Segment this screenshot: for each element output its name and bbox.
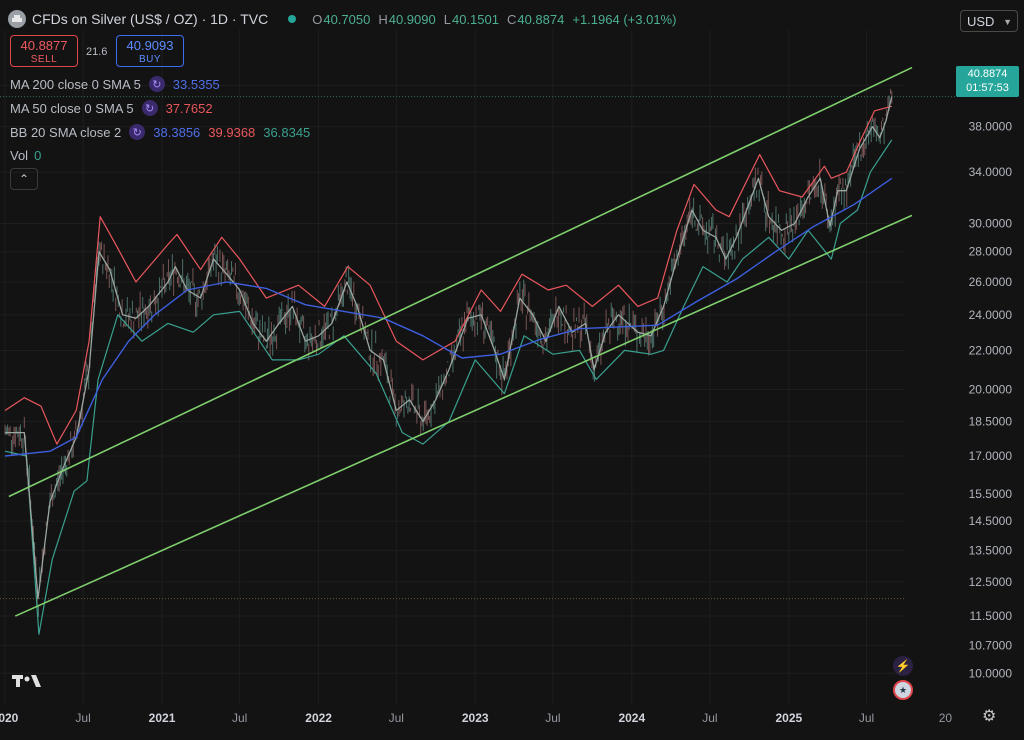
gear-icon[interactable]: ⚙: [982, 708, 997, 725]
indicator-value: 0: [34, 147, 42, 163]
chevron-down-icon: ▼: [1003, 17, 1012, 27]
indicator-vol[interactable]: Vol 0: [10, 144, 49, 166]
indicator-label: Vol: [10, 147, 29, 163]
y-tick-label: 30.0000: [969, 216, 1013, 230]
x-tick-label: Jul: [859, 711, 874, 725]
bb-lower-band: [4, 139, 893, 635]
ohlc-open: O40.7050: [312, 11, 371, 27]
price-series-line: [5, 96, 893, 600]
y-tick-label: 12.5000: [969, 575, 1013, 589]
x-tick-label: Jul: [702, 711, 717, 725]
x-tick-label: 2025: [775, 711, 802, 725]
spread-value: 21.6: [86, 46, 108, 58]
y-tick-label: 28.0000: [969, 245, 1013, 259]
indicator-bb[interactable]: BB 20 SMA close 2 ↻ 38.3856 39.9368 36.8…: [10, 121, 318, 143]
indicator-value: 38.3856: [153, 124, 201, 140]
x-tick-label: Jul: [389, 711, 404, 725]
sell-price: 40.8877: [20, 38, 68, 53]
buy-price: 40.9093: [126, 38, 174, 53]
x-tick-label: 2021: [149, 711, 176, 725]
last-price-tag: 40.8874 01:57:53: [956, 66, 1019, 97]
ohlc-close: C40.8874: [506, 11, 565, 27]
tradingview-logo-icon[interactable]: [12, 672, 42, 695]
y-tick-label: 26.0000: [969, 275, 1013, 289]
y-tick-label: 15.5000: [969, 487, 1013, 501]
lightning-icon[interactable]: ⚡: [893, 656, 913, 676]
y-tick-label: 11.5000: [970, 609, 1013, 623]
y-tick-label: 17.0000: [969, 449, 1013, 463]
indicator-value: 33.5355: [172, 76, 220, 92]
y-tick-label: 14.5000: [969, 514, 1013, 528]
currency-select[interactable]: USD ▼: [960, 10, 1018, 32]
symbol-title[interactable]: CFDs on Silver (US$ / OZ) · 1D · TVC: [32, 11, 269, 27]
ma200-line: [4, 177, 893, 457]
indicator-value: 36.8345: [263, 124, 311, 140]
indicator-value: 37.7652: [165, 100, 213, 116]
x-tick-label: Jul: [545, 711, 560, 725]
market-status-dot-icon: [288, 15, 297, 23]
indicator-label: MA 200 close 0 SMA 5: [10, 76, 141, 92]
buy-label: BUY: [138, 54, 162, 65]
buy-button[interactable]: 40.9093 BUY: [116, 35, 184, 67]
x-tick-label: Jul: [232, 711, 247, 725]
indicator-label: BB 20 SMA close 2: [10, 124, 122, 140]
last-price: 40.8874: [967, 68, 1008, 80]
x-tick-label: 2022: [305, 711, 332, 725]
ohlc-low: L40.1501: [443, 11, 499, 27]
currency-value: USD: [967, 14, 995, 29]
channel-upper-line: [8, 66, 913, 498]
indicator-label: MA 50 close 0 SMA 5: [10, 100, 134, 116]
indicator-ma200[interactable]: MA 200 close 0 SMA 5 ↻ 33.5355: [10, 73, 228, 95]
x-tick-label: 2020: [0, 711, 19, 725]
y-tick-label: 34.0000: [969, 165, 1013, 179]
chart-header: CFDs on Silver (US$ / OZ) · 1D · TVC O40…: [8, 8, 676, 30]
channel-lower-line: [14, 214, 913, 617]
y-tick-label: 22.0000: [969, 343, 1013, 357]
y-tick-label: 20.0000: [969, 382, 1013, 396]
chevron-up-icon: ⌃: [18, 172, 30, 186]
y-tick-label: 10.0000: [969, 666, 1013, 680]
y-tick-label: 10.7000: [969, 639, 1013, 653]
silver-symbol-icon: [8, 10, 26, 28]
ohlc-high: H40.9090: [378, 11, 436, 27]
indicator-value: 39.9368: [208, 124, 256, 140]
us-flag-icon[interactable]: ★: [893, 680, 913, 700]
collapse-indicators-button[interactable]: ⌃: [10, 168, 38, 190]
y-tick-label: 38.0000: [969, 120, 1013, 134]
price-change: +1.1964 (+3.01%): [572, 11, 677, 27]
bb-upper-band: [4, 105, 892, 445]
sell-button[interactable]: 40.8877 SELL: [10, 35, 78, 67]
y-tick-label: 18.5000: [969, 414, 1013, 428]
sync-icon: ↻: [141, 100, 158, 116]
sync-icon: ↻: [129, 124, 146, 140]
bar-countdown: 01:57:53: [966, 82, 1009, 94]
x-tick-label: Jul: [75, 711, 90, 725]
y-tick-label: 24.0000: [969, 308, 1013, 322]
sell-label: SELL: [30, 54, 58, 65]
indicator-ma50[interactable]: MA 50 close 0 SMA 5 ↻ 37.7652: [10, 97, 221, 119]
x-tick-label: 20: [939, 711, 953, 725]
x-tick-label: 2023: [462, 711, 489, 725]
sync-icon: ↻: [148, 76, 165, 92]
x-tick-label: 2024: [618, 711, 645, 725]
y-tick-label: 13.5000: [969, 543, 1013, 557]
